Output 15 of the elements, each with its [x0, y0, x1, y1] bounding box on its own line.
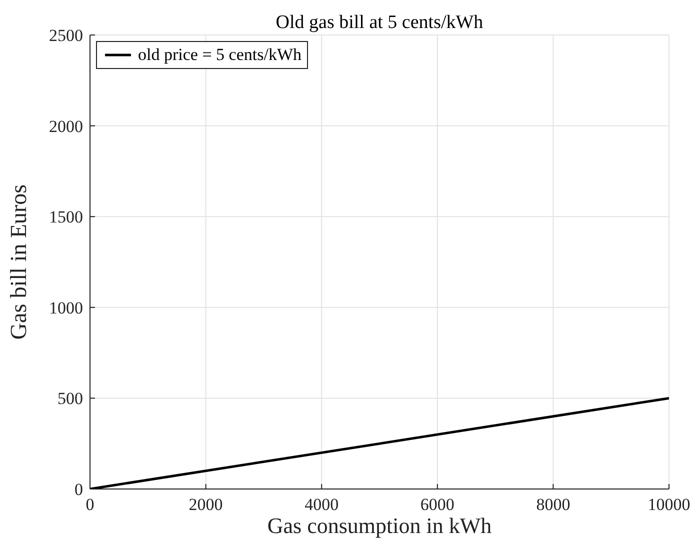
- y-tick-label: 2500: [49, 26, 83, 46]
- x-tick-label: 10000: [648, 495, 690, 514]
- x-tick-label: 2000: [188, 495, 223, 514]
- legend-label: old price = 5 cents/kWh: [138, 45, 302, 65]
- x-axis-title: Gas consumption in kWh: [267, 513, 492, 538]
- x-tick-label: 8000: [536, 495, 570, 514]
- x-tick-label: 6000: [420, 495, 454, 514]
- y-axis-title: Gas bill in Euros: [6, 184, 32, 340]
- y-tick-label: 1500: [49, 208, 83, 227]
- y-tick-label: 1000: [49, 298, 83, 318]
- y-tick-label: 2000: [49, 116, 83, 136]
- y-tick-label: 500: [58, 389, 83, 408]
- x-tick-label: 4000: [304, 495, 339, 514]
- chart-title: Old gas bill at 5 cents/kWh: [274, 12, 484, 34]
- y-tick-label: 0: [74, 480, 83, 500]
